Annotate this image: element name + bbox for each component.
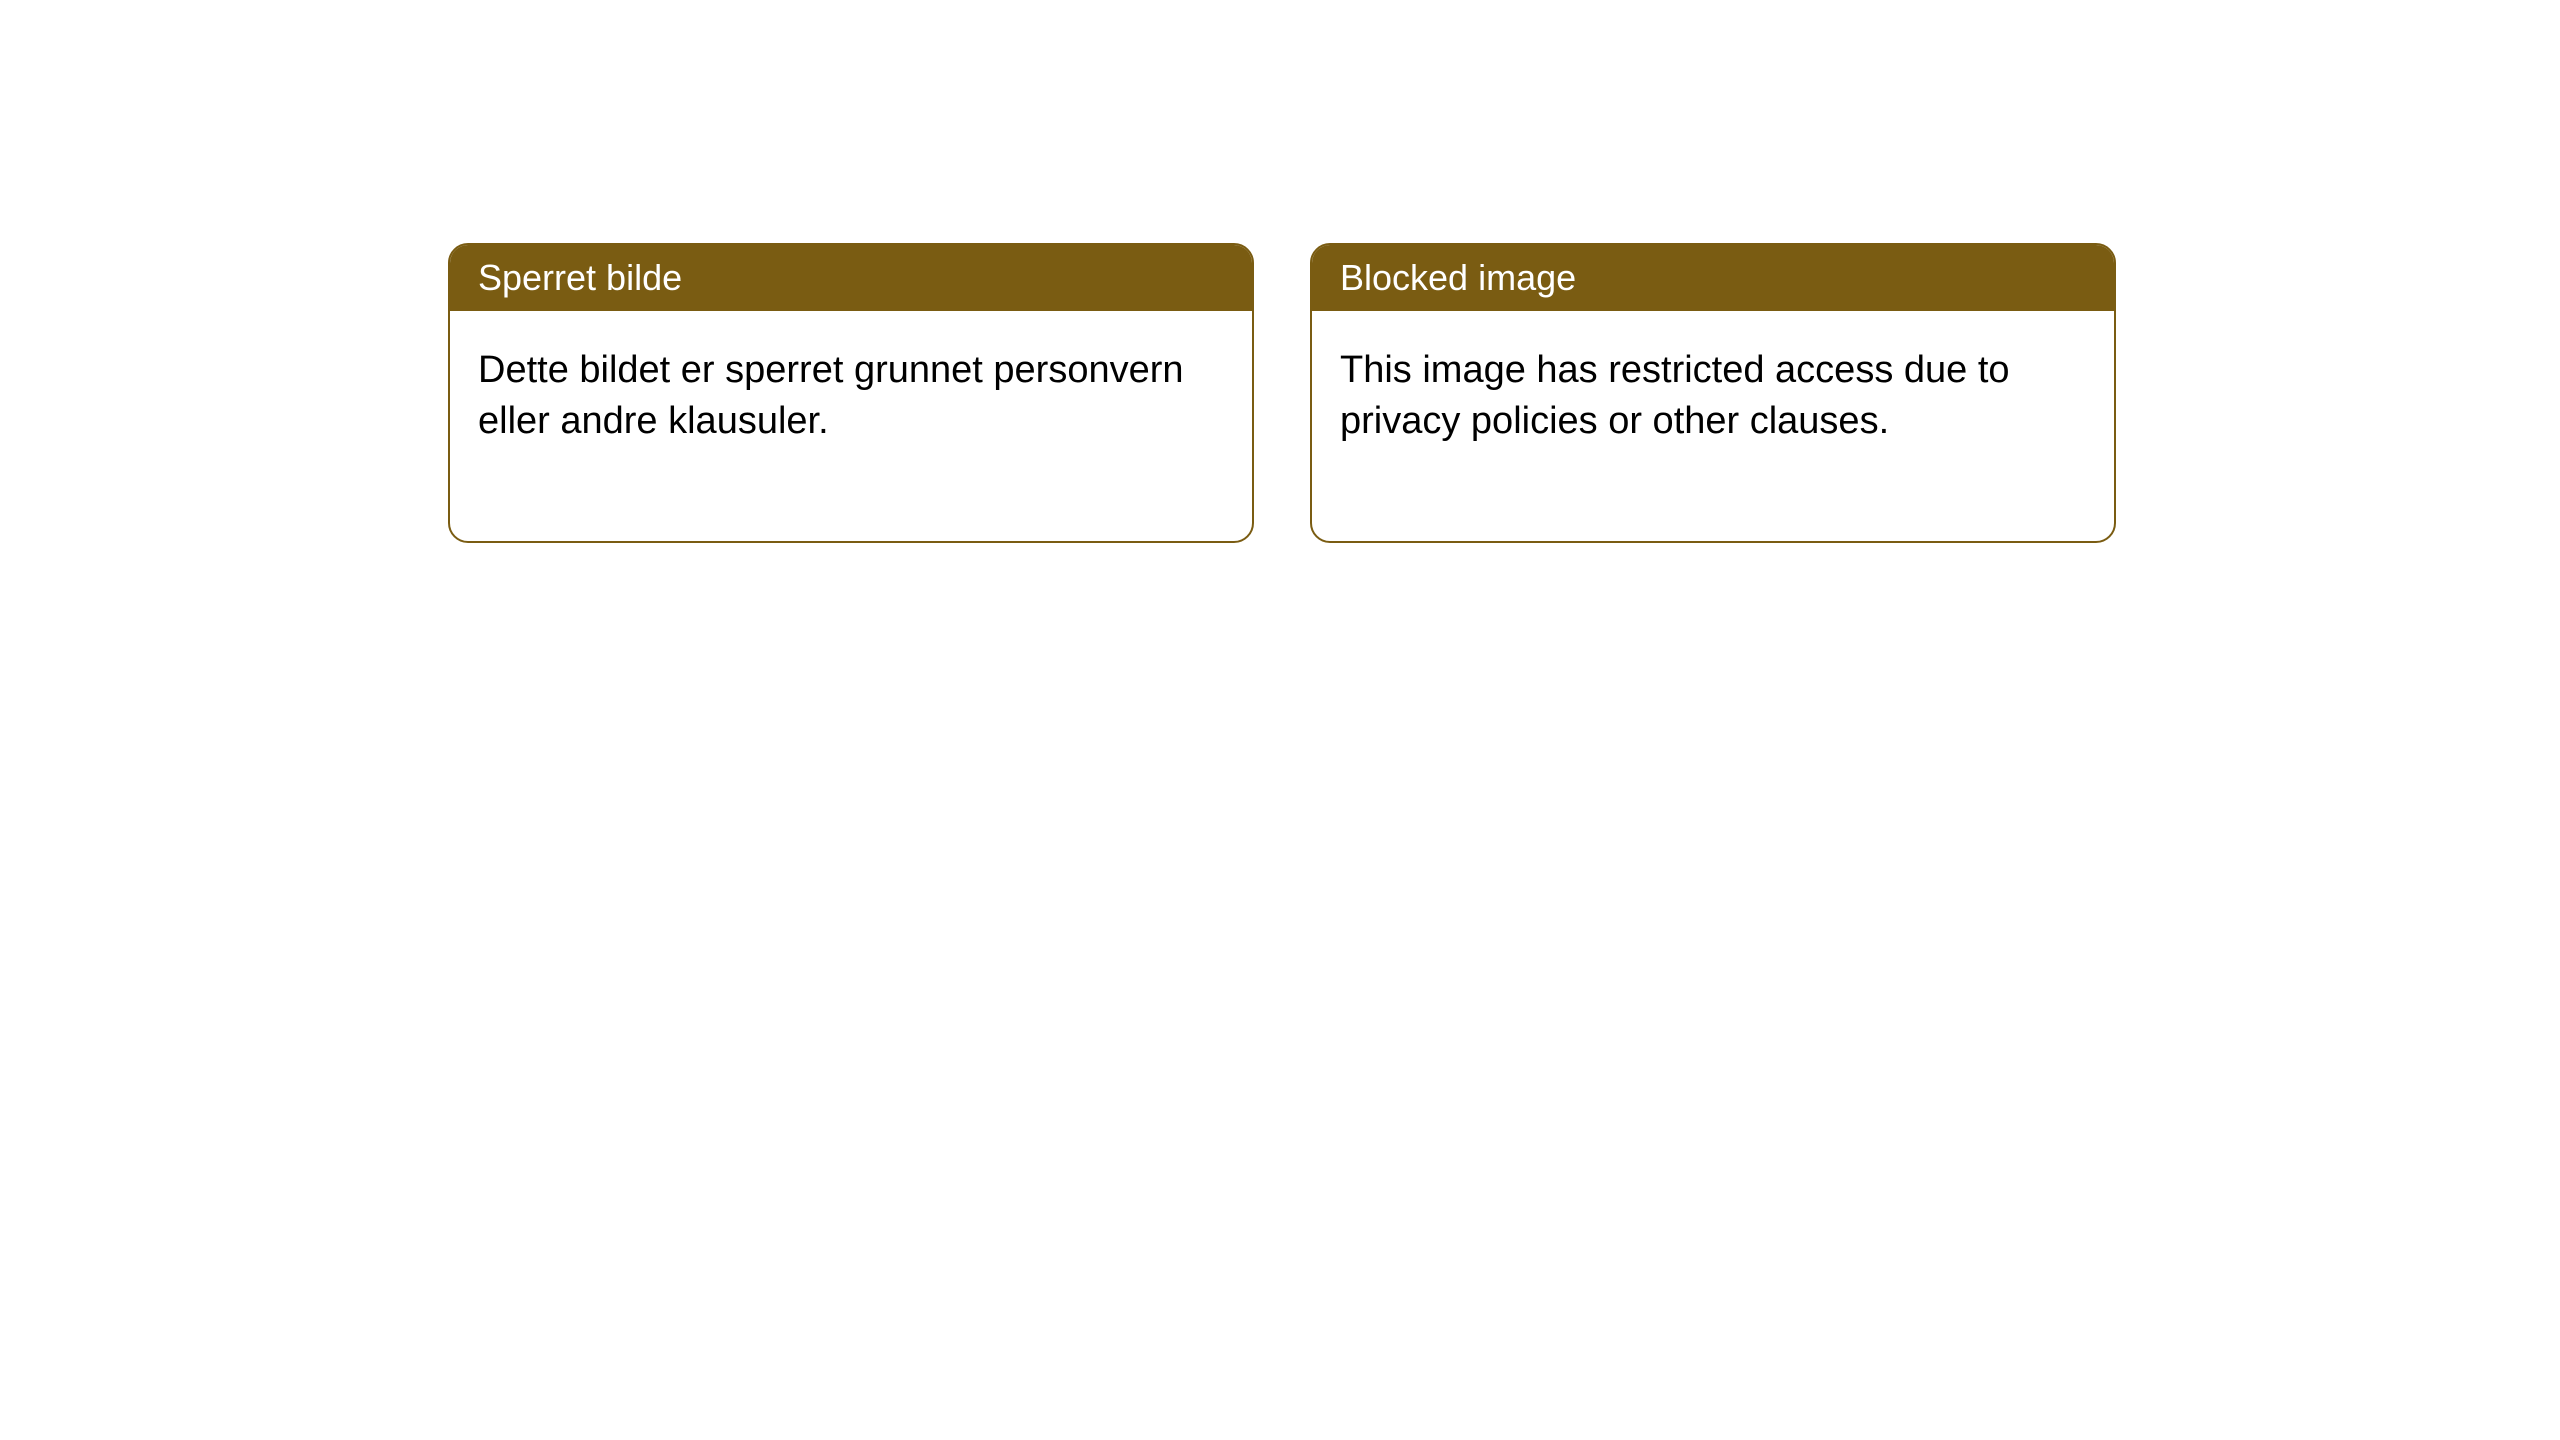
card-title: Sperret bilde (478, 257, 682, 298)
card-body: This image has restricted access due to … (1312, 311, 2114, 541)
card-header: Sperret bilde (450, 245, 1252, 311)
notice-card-norwegian: Sperret bilde Dette bildet er sperret gr… (448, 243, 1254, 543)
card-body: Dette bildet er sperret grunnet personve… (450, 311, 1252, 541)
card-message: This image has restricted access due to … (1340, 349, 2010, 442)
notice-card-english: Blocked image This image has restricted … (1310, 243, 2116, 543)
card-title: Blocked image (1340, 257, 1576, 298)
card-header: Blocked image (1312, 245, 2114, 311)
notice-cards-container: Sperret bilde Dette bildet er sperret gr… (448, 243, 2116, 543)
card-message: Dette bildet er sperret grunnet personve… (478, 349, 1184, 442)
